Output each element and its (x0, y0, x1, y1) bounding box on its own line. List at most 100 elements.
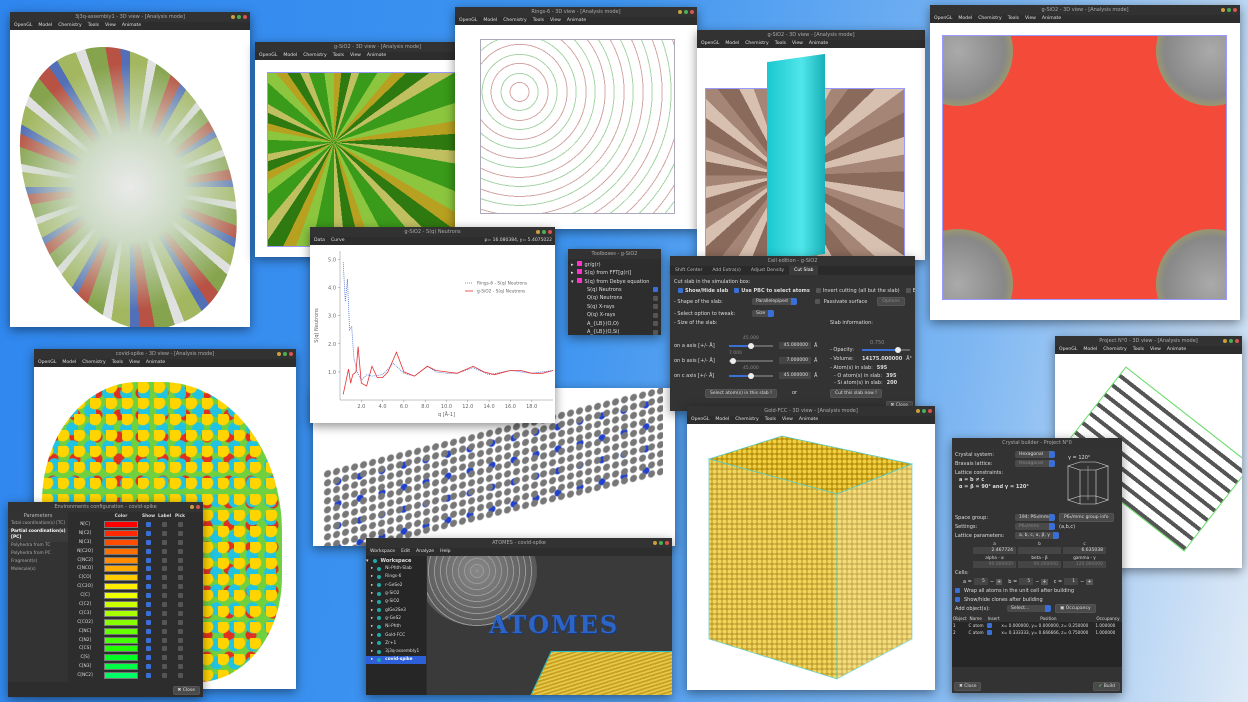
3d-viewport[interactable] (930, 23, 1240, 320)
show-checkbox[interactable] (145, 593, 151, 599)
menu-tools[interactable]: Tools (532, 18, 545, 23)
color-swatch-button[interactable] (104, 636, 138, 644)
menu-model[interactable]: Model (483, 18, 498, 23)
lattice-param-input[interactable]: 2.467724 (973, 546, 1016, 554)
pick-checkbox[interactable] (177, 646, 183, 652)
minimize-icon[interactable] (1223, 339, 1227, 343)
tree-project-item[interactable]: ▸ Rings-6 (366, 573, 426, 581)
menu-view[interactable]: View (129, 360, 140, 365)
menu-tools[interactable]: Tools (332, 53, 345, 58)
label-checkbox[interactable] (161, 557, 167, 563)
titlebar[interactable]: 3j3q-assembly1 - 3D view - [Analysis mod… (10, 12, 250, 22)
cell-count-input[interactable]: 1 (1064, 578, 1079, 585)
menu-model[interactable]: Model (958, 16, 973, 21)
window-controls[interactable] (190, 505, 200, 509)
menu-chemistry[interactable]: Chemistry (82, 360, 106, 365)
expander-icon[interactable]: ▸ (371, 624, 374, 630)
slab-option[interactable]: Export in new project (905, 288, 915, 294)
titlebar[interactable]: g-SiO2 - S(q) Neutrons (310, 227, 555, 237)
expander-icon[interactable]: ▸ (571, 270, 574, 277)
maximize-icon[interactable] (684, 10, 688, 14)
axis-value-input[interactable]: 45.000000 (779, 372, 811, 379)
menu-model[interactable]: Model (62, 360, 77, 365)
window-controls[interactable] (277, 352, 293, 356)
expander-icon[interactable]: ▸ (571, 261, 574, 268)
slab-option[interactable]: Show/Hide slab (678, 288, 728, 294)
toggle-checkbox[interactable] (653, 329, 658, 335)
pick-checkbox[interactable] (177, 566, 183, 572)
maximize-icon[interactable] (542, 230, 546, 234)
lattice-params-select[interactable]: a, b, c, α, β, γ (1015, 532, 1059, 539)
label-checkbox[interactable] (161, 575, 167, 581)
tree-root[interactable]: ▾ Workspace (366, 557, 426, 565)
menu-tools[interactable]: Tools (111, 360, 124, 365)
titlebar[interactable]: Gold-FCC - 3D view - [Analysis mode] (687, 406, 935, 416)
minimize-icon[interactable] (1221, 8, 1225, 12)
window-controls[interactable] (1221, 8, 1237, 12)
show-checkbox[interactable] (145, 664, 151, 670)
show-checkbox[interactable] (145, 584, 151, 590)
toolbox-item[interactable]: A_{LB}(O,Si) (571, 328, 658, 335)
pick-checkbox[interactable] (177, 593, 183, 599)
menu-workspace[interactable]: Workspace (370, 549, 396, 554)
color-swatch-button[interactable] (104, 574, 138, 582)
toggle-checkbox[interactable] (653, 295, 658, 301)
menu-view[interactable]: View (1150, 347, 1161, 352)
minimize-icon[interactable] (536, 230, 540, 234)
cell-stepper[interactable]: a = 5− + (963, 578, 1003, 585)
color-swatch-button[interactable] (104, 583, 138, 591)
insert-checkbox[interactable] (986, 622, 992, 628)
maximize-icon[interactable] (1227, 8, 1231, 12)
titlebar[interactable]: g-SiO2 - 3D view - [Analysis mode] (255, 42, 500, 52)
label-checkbox[interactable] (161, 521, 167, 527)
occupancy-button[interactable]: ▣ Occupancy (1055, 604, 1096, 613)
color-swatch-button[interactable] (104, 529, 138, 537)
close-icon[interactable] (243, 15, 247, 19)
table-row[interactable]: 2 C atom x= 0.333333, y= 0.666666, z= 0.75… (952, 629, 1122, 636)
slab-option[interactable]: Use PBC to select atoms (734, 288, 810, 294)
add-objects-select[interactable]: Select... (1007, 605, 1051, 612)
window-controls[interactable] (678, 10, 694, 14)
cell-stepper[interactable]: b = 5− + (1008, 578, 1048, 585)
menu-view[interactable]: View (782, 417, 793, 422)
pick-checkbox[interactable] (177, 673, 183, 679)
menu-animate[interactable]: Animate (808, 41, 829, 46)
label-checkbox[interactable] (161, 655, 167, 661)
menu-tools[interactable]: Tools (1132, 347, 1145, 352)
show-checkbox[interactable] (145, 655, 151, 661)
menu-model[interactable]: Model (725, 41, 740, 46)
titlebar[interactable]: g-SiO2 - 3D view - [Analysis mode] (697, 30, 925, 40)
show-checkbox[interactable] (145, 521, 151, 527)
pick-checkbox[interactable] (177, 664, 183, 670)
color-swatch-button[interactable] (104, 556, 138, 564)
menu-view[interactable]: View (550, 18, 561, 23)
tab-adjust-density[interactable]: Adjust Density (750, 268, 785, 273)
3d-viewport[interactable] (687, 424, 935, 690)
cell-count-input[interactable]: 5 (973, 578, 988, 585)
show-checkbox[interactable] (145, 646, 151, 652)
menu-view[interactable]: View (792, 41, 803, 46)
expander-icon[interactable]: ▸ (371, 607, 374, 613)
close-icon[interactable] (1235, 339, 1239, 343)
label-checkbox[interactable] (161, 646, 167, 652)
show-checkbox[interactable] (145, 601, 151, 607)
toolbox-item[interactable]: Q(q) X-rays (571, 311, 658, 320)
plot-area[interactable]: 2.0 4.0 6.0 8.0 10.0 12.0 14.0 16.0 18.0 1.0 2.0 3.… (310, 245, 555, 423)
toggle-checkbox[interactable] (653, 312, 658, 318)
menu-model[interactable]: Model (715, 417, 730, 422)
option-checkbox[interactable] (815, 288, 821, 293)
toolbox-item[interactable]: A_{LB}(O,O) (571, 320, 658, 329)
option-checkbox[interactable] (678, 288, 683, 293)
expander-icon[interactable]: ▸ (371, 574, 374, 580)
crystal-system-select[interactable]: Hexagonal (1015, 451, 1055, 458)
group-info-button[interactable]: P6₃/mmc group info (1059, 513, 1114, 522)
menu-tools[interactable]: Tools (774, 41, 787, 46)
titlebar[interactable]: Rings-6 - 3D view - [Analysis mode] (455, 7, 697, 17)
pick-checkbox[interactable] (177, 655, 183, 661)
menu-opengl[interactable]: OpenGL (934, 16, 953, 21)
tree-project-item[interactable]: ▸ g-GeS2 (366, 614, 426, 622)
window-controls[interactable] (916, 409, 932, 413)
parameter-item[interactable]: Polyhedra from TC (11, 543, 51, 548)
show-checkbox[interactable] (145, 610, 151, 616)
show-checkbox[interactable] (145, 673, 151, 679)
